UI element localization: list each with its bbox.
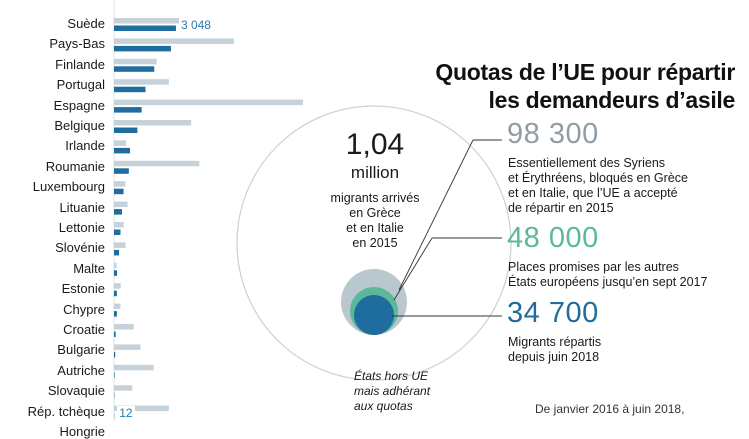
bar-quota-6 [114,140,126,146]
bar-quota-7 [114,161,199,167]
country-label-11: Slovénie [0,240,105,255]
value-label-0: 3 048 [179,18,213,32]
center-unit: million [330,163,420,183]
country-label-4: Espagne [0,98,105,113]
value-label-1: 12 [117,406,134,420]
center-caption-3: et en Italie [310,221,440,235]
country-label-12: Malte [0,261,105,276]
center-caption-1: migrants arrivés [310,191,440,205]
bar-quota-13 [114,283,121,289]
bar-quota-1 [114,38,234,44]
bar-quota-16 [114,344,140,350]
bar-quota-12 [114,263,117,269]
center-caption-4: en 2015 [310,236,440,250]
bar-relocated-2 [114,66,154,72]
bar-relocated-15 [114,332,116,338]
country-label-7: Roumanie [0,159,105,174]
center-value: 1,04 [330,128,420,162]
bar-quota-4 [114,100,303,106]
bar-relocated-9 [114,209,122,215]
country-label-14: Chypre [0,302,105,317]
bar-quota-2 [114,59,157,65]
desc-98300-line-1: Essentiellement des Syriens [508,156,665,171]
value-34700: 34 700 [507,297,599,330]
note-line-1: États hors UE [354,369,428,384]
country-label-2: Finlande [0,57,105,72]
desc-98300-line-3: et en Italie, que l’UE a accepté [508,186,678,201]
value-98300: 98 300 [507,118,599,151]
desc-48000-line-2: États européens jusqu’en sept 2017 [508,275,707,290]
bar-relocated-0 [114,26,176,32]
bar-quota-3 [114,79,169,85]
bar-relocated-8 [114,189,124,195]
bar-relocated-3 [114,87,146,93]
country-label-6: Irlande [0,138,105,153]
desc-34700-line-2: depuis juin 2018 [508,350,599,365]
circle-promised-48000 [350,287,398,335]
bar-relocated-10 [114,230,121,236]
bar-quota-14 [114,304,121,310]
country-label-16: Bulgarie [0,342,105,357]
circle-relocated-34700 [354,295,394,335]
country-label-9: Lituanie [0,200,105,215]
country-label-3: Portugal [0,77,105,92]
bar-relocated-11 [114,250,119,256]
bar-quota-9 [114,202,128,208]
desc-48000-line-1: Places promises par les autres [508,260,679,275]
bar-relocated-4 [114,107,142,113]
note-line-3: aux quotas [354,399,413,414]
bar-quota-18 [114,385,132,391]
desc-98300-line-4: de répartir en 2015 [508,201,614,216]
desc-98300-line-2: et Érythréens, bloqués en Grèce [508,171,688,186]
chart-title-line-1: Quotas de l’UE pour répartir [375,58,735,86]
bar-relocated-17 [114,372,115,378]
bar-relocated-1 [114,46,171,52]
country-label-17: Autriche [0,363,105,378]
country-label-10: Lettonie [0,220,105,235]
country-label-18: Slovaquie [0,383,105,398]
bar-relocated-14 [114,311,117,317]
bar-relocated-7 [114,168,129,174]
country-label-1: Pays-Bas [0,36,105,51]
bar-quota-15 [114,324,134,330]
country-label-19: Rép. tchèque [0,404,105,419]
footer-note: De janvier 2016 à juin 2018, [535,402,684,416]
bar-relocated-16 [114,352,115,358]
bar-relocated-13 [114,291,117,297]
country-label-8: Luxembourg [0,179,105,194]
country-label-5: Belgique [0,118,105,133]
bar-quota-17 [114,365,154,371]
country-label-13: Estonie [0,281,105,296]
center-caption-2: en Grèce [310,206,440,220]
bar-quota-5 [114,120,191,126]
bar-relocated-5 [114,128,137,134]
bar-relocated-12 [114,270,117,276]
note-line-2: mais adhérant [354,384,430,399]
value-48000: 48 000 [507,222,599,255]
circle-quota-98300 [341,269,407,335]
bar-quota-8 [114,181,125,187]
chart-title-line-2: les demandeurs d’asile [375,86,735,114]
bar-relocated-6 [114,148,130,154]
bar-quota-11 [114,242,126,248]
country-label-15: Croatie [0,322,105,337]
bar-quota-10 [114,222,124,228]
country-label-0: Suède [0,16,105,31]
desc-34700-line-1: Migrants répartis [508,335,601,350]
country-label-20: Hongrie [0,424,105,439]
